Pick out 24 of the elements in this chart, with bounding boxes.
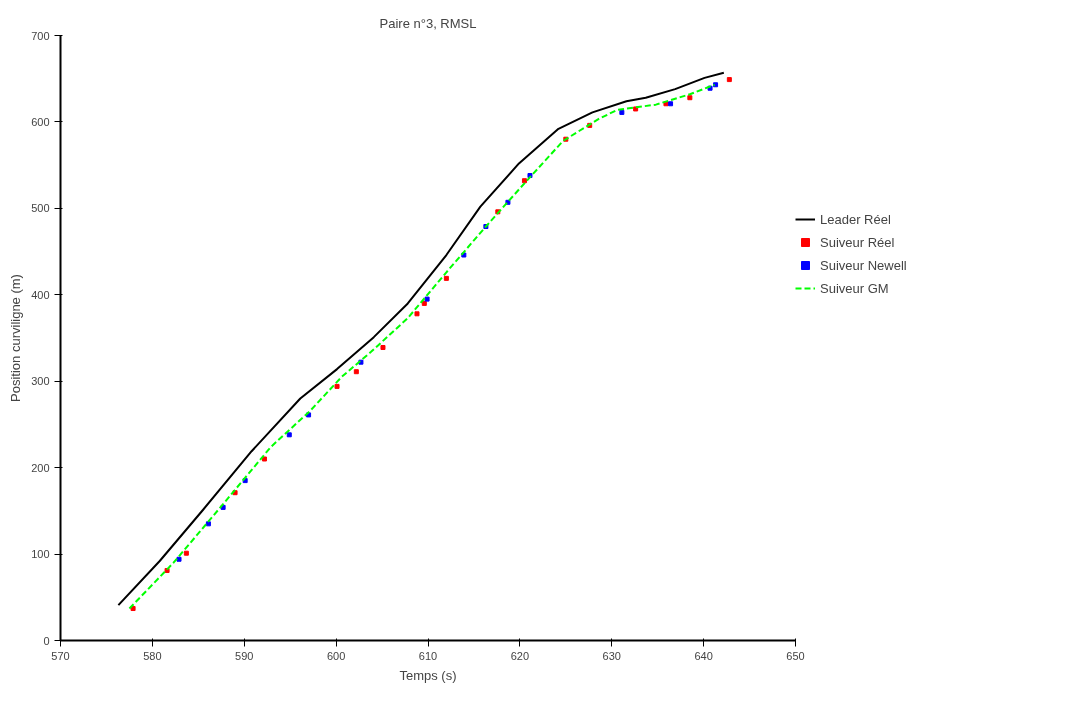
x-tick-label: 610 xyxy=(418,649,438,662)
x-tick-label: 620 xyxy=(510,649,530,662)
y-tick-label: 300 xyxy=(31,375,50,388)
legend-label: Leader Réel xyxy=(820,211,891,227)
y-axis-title: Position curviligne (m) xyxy=(8,274,24,402)
chart-title: Paire n°3, RMSL xyxy=(379,15,477,31)
y-tick-label: 700 xyxy=(31,29,50,42)
y-tick-label: 200 xyxy=(31,461,50,474)
y-tick-label: 0 xyxy=(43,634,50,647)
x-tick-label: 600 xyxy=(326,649,346,662)
legend-label: Suiveur GM xyxy=(820,280,889,296)
legend-label: Suiveur Réel xyxy=(820,234,895,250)
x-axis-title: Temps (s) xyxy=(399,667,457,683)
y-tick-label: 400 xyxy=(31,288,50,301)
y-tick-label: 100 xyxy=(31,548,50,561)
y-tick-label: 500 xyxy=(31,202,50,215)
y-tick-label: 600 xyxy=(31,115,50,128)
x-tick-label: 640 xyxy=(694,649,713,662)
x-tick-label: 570 xyxy=(51,649,70,662)
x-tick-label: 650 xyxy=(786,649,805,662)
legend-label: Suiveur Newell xyxy=(820,257,907,273)
x-tick-label: 590 xyxy=(235,649,254,662)
x-tick-label: 580 xyxy=(143,649,162,662)
x-tick-label: 630 xyxy=(602,649,621,662)
